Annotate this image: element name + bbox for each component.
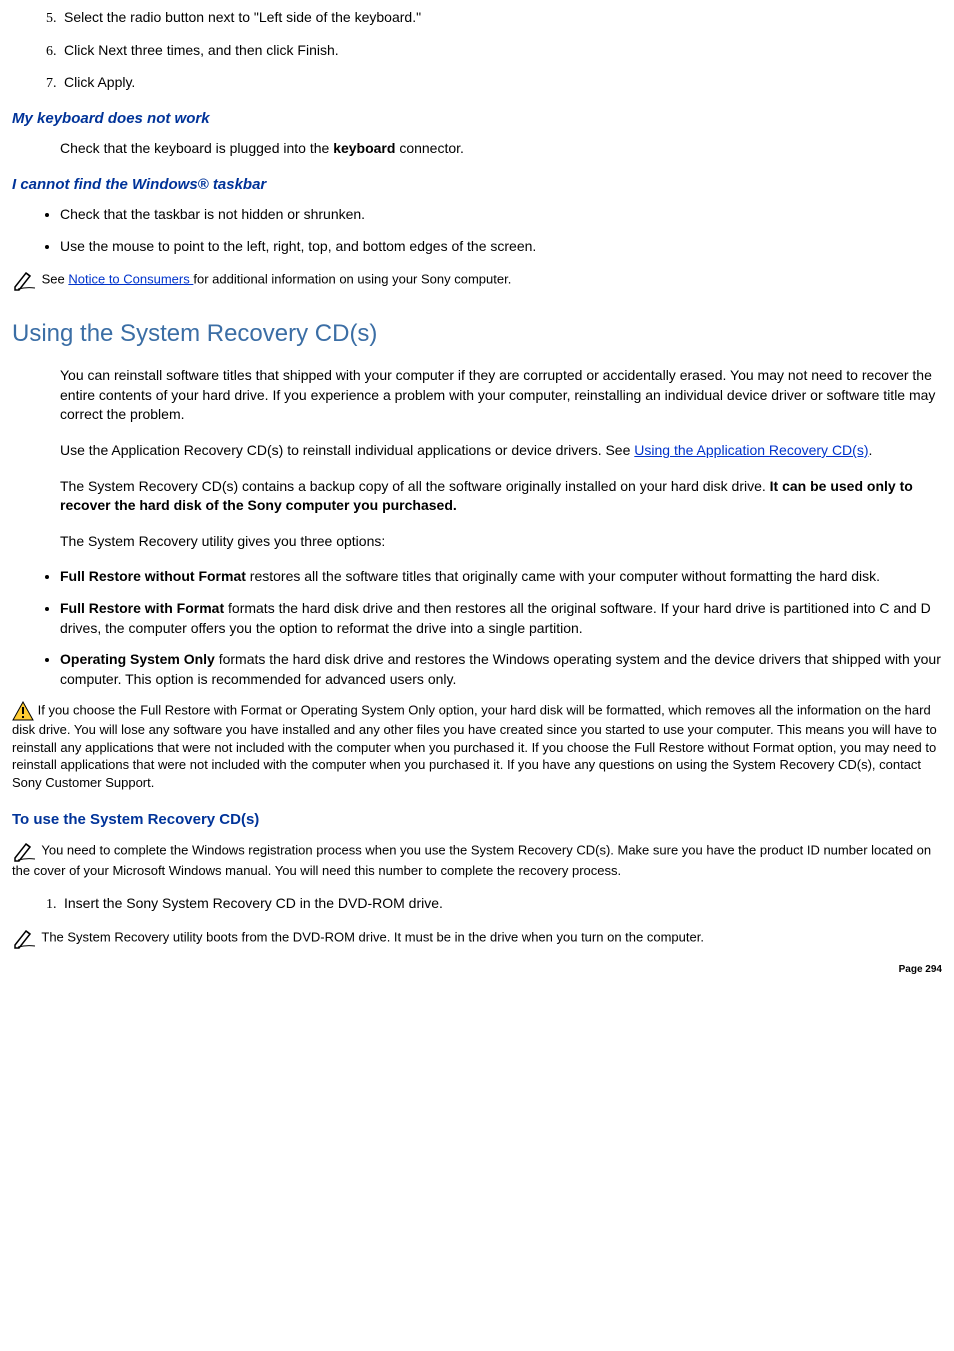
warning-icon [12, 701, 34, 721]
list-item: Select the radio button next to "Left si… [60, 8, 942, 29]
taskbar-tips-list: Check that the taskbar is not hidden or … [12, 205, 942, 256]
heading-keyboard-not-work: My keyboard does not work [12, 108, 942, 129]
heading-system-recovery: Using the System Recovery CD(s) [12, 317, 942, 351]
warning-format: If you choose the Full Restore with Form… [12, 701, 942, 791]
steps-list-1: Select the radio button next to "Left si… [12, 8, 942, 94]
paragraph: The System Recovery utility gives you th… [60, 532, 942, 552]
list-item: Click Next three times, and then click F… [60, 41, 942, 62]
note-consumers: See Notice to Consumers for additional i… [12, 269, 942, 291]
paragraph: Use the Application Recovery CD(s) to re… [60, 441, 942, 461]
paragraph: You can reinstall software titles that s… [60, 366, 942, 425]
list-item: Operating System Only formats the hard d… [60, 650, 942, 689]
paragraph: The System Recovery CD(s) contains a bac… [60, 477, 942, 516]
heading-to-use-recovery: To use the System Recovery CD(s) [12, 809, 942, 830]
note-boot-drive: The System Recovery utility boots from t… [12, 927, 942, 949]
page-number: Page 294 [12, 963, 942, 977]
pen-icon [12, 927, 38, 949]
link-app-recovery-cd[interactable]: Using the Application Recovery CD(s) [634, 442, 868, 458]
steps-list-2: Insert the Sony System Recovery CD in th… [12, 894, 942, 915]
recovery-options-list: Full Restore without Format restores all… [12, 567, 942, 689]
pen-icon [12, 269, 38, 291]
pen-icon [12, 840, 38, 862]
heading-cannot-find-taskbar: I cannot find the Windows® taskbar [12, 174, 942, 195]
link-notice-consumers[interactable]: Notice to Consumers [68, 271, 193, 286]
list-item: Insert the Sony System Recovery CD in th… [60, 894, 942, 915]
list-item: Use the mouse to point to the left, righ… [60, 237, 942, 257]
list-item: Click Apply. [60, 73, 942, 94]
paragraph: Check that the keyboard is plugged into … [60, 139, 942, 159]
list-item: Check that the taskbar is not hidden or … [60, 205, 942, 225]
note-registration: You need to complete the Windows registr… [12, 840, 942, 880]
list-item: Full Restore without Format restores all… [60, 567, 942, 587]
list-item: Full Restore with Format formats the har… [60, 599, 942, 638]
